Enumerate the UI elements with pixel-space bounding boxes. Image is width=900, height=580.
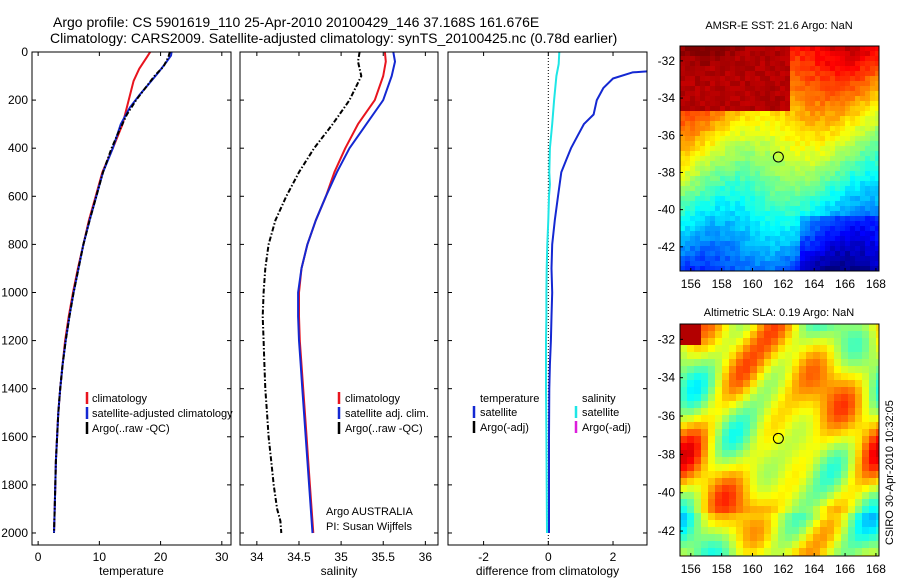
y-tick-label: 200 [8, 93, 28, 107]
map-frame [679, 323, 880, 557]
y-tick-label: 2000 [1, 526, 28, 540]
lon-tick-label: 162 [773, 277, 793, 291]
y-tick-label: 600 [8, 189, 28, 203]
plot-frame [447, 51, 648, 546]
lon-tick-label: 158 [712, 277, 732, 291]
salinity-panel: 34 34.5 35 35.5 36 salinity [239, 51, 439, 578]
header-title-line2: Climatology: CARS2009. Satellite-adjuste… [50, 30, 617, 46]
lon-tick-label: 160 [742, 562, 762, 576]
series-line-argo-raw-qc [53, 52, 171, 534]
legend-label-argo: Argo(..raw -QC) [345, 423, 423, 435]
y-tick-label: 800 [8, 237, 28, 251]
lat-tick-label: -32 [658, 54, 676, 68]
series-line-satellite-adjusted-climatology [53, 52, 173, 534]
side-stamp: CSIRO 30-Apr-2010 10:32:05 [884, 400, 896, 545]
legend-label-sal-argo: Argo(-adj) [582, 422, 631, 434]
x-tick-label: 2 [610, 550, 617, 564]
x-axis-label: difference from climatology [476, 564, 619, 578]
legend-label-sal-satellite: satellite [582, 407, 619, 419]
series-line-satellite-adj-clim [297, 52, 396, 534]
lat-tick-label: -36 [658, 128, 676, 142]
lon-tick-label: 166 [835, 562, 855, 576]
map-frame [679, 45, 880, 272]
lon-tick-label: 158 [712, 562, 732, 576]
sst-map: 156 158 160 162 164 166 168 -32 -34 -36 -38 -40 -42 [658, 44, 891, 291]
lon-tick-label: 156 [681, 562, 701, 576]
series-line-argo-raw-qc [261, 52, 363, 534]
x-tick-label: 35.5 [372, 550, 396, 564]
legend-title-salinity: salinity [582, 393, 616, 405]
series-line-climatology [298, 52, 387, 534]
x-tick-label: 0 [35, 550, 42, 564]
argo-float-marker [772, 151, 784, 163]
x-tick-label: 10 [93, 550, 107, 564]
legend-label-temp-argo: Argo(-adj) [480, 422, 529, 434]
lon-tick-label: 162 [773, 562, 793, 576]
lat-tick-label: -38 [658, 165, 676, 179]
x-axis-label: salinity [321, 564, 358, 578]
lat-tick-label: -40 [658, 203, 676, 217]
header-title-line1: Argo profile: CS 5901619_110 25-Apr-2010… [53, 14, 539, 30]
salinity-legend: climatology satellite adj. clim. Argo(..… [326, 392, 429, 533]
temperature-panel: 0 10 20 30 0 200 400 600 800 1000 1200 1400 1600 1800… [1, 45, 232, 578]
legend-label-temp-satellite: satellite [480, 407, 517, 419]
legend-label-climatology: climatology [92, 393, 148, 405]
lon-tick-label: 156 [681, 277, 701, 291]
lat-tick-label: -42 [658, 524, 676, 538]
difference-legend: temperature satellite Argo(-adj) salinit… [472, 393, 631, 434]
lat-tick-label: -34 [658, 371, 676, 385]
y-tick-label: 1600 [1, 430, 28, 444]
legend-label-satellite: satellite-adjusted climatology [92, 408, 233, 420]
lat-tick-label: -36 [658, 409, 676, 423]
legend-label-satellite: satellite adj. clim. [345, 408, 429, 420]
series-line-temperature-satellite [548, 70, 647, 533]
y-tick-label: 1400 [1, 382, 28, 396]
x-tick-label: -2 [478, 550, 489, 564]
x-tick-label: 34 [250, 550, 264, 564]
x-tick-label: 36 [419, 550, 433, 564]
y-tick-label: 1000 [1, 285, 28, 299]
x-axis-label: temperature [99, 564, 164, 578]
x-tick-label: 0 [545, 550, 552, 564]
y-tick-label: 1800 [1, 478, 28, 492]
sla-map: 156 158 160 162 164 166 168 -32 -34 -36 -38 -40 -42 [658, 322, 891, 576]
argo-pi-label: PI: Susan Wijffels [326, 521, 412, 533]
sst-field-cells [680, 46, 881, 272]
plot-frame [239, 51, 439, 546]
lat-tick-label: -34 [658, 91, 676, 105]
sst-map-title: AMSR-E SST: 21.6 Argo: NaN [705, 20, 852, 32]
lat-tick-label: -40 [658, 486, 676, 500]
legend-label-argo: Argo(..raw -QC) [92, 423, 170, 435]
series-line-climatology [53, 52, 152, 534]
argo-program-label: Argo AUSTRALIA [326, 506, 413, 518]
sla-field-cells [680, 324, 884, 563]
lon-tick-label: 168 [866, 277, 886, 291]
legend-label-climatology: climatology [345, 393, 401, 405]
series-line-salinity-satellite [545, 52, 561, 534]
lon-tick-label: 168 [866, 562, 886, 576]
y-tick-label: 400 [8, 141, 28, 155]
x-tick-label: 20 [154, 550, 168, 564]
lat-tick-label: -32 [658, 332, 676, 346]
x-tick-label: 35 [334, 550, 348, 564]
plot-frame [31, 51, 232, 546]
lon-tick-label: 166 [835, 277, 855, 291]
y-tick-label: 0 [21, 45, 28, 59]
lon-tick-label: 164 [804, 277, 824, 291]
lon-tick-label: 160 [742, 277, 762, 291]
lat-tick-label: -42 [658, 240, 676, 254]
lon-tick-label: 164 [804, 562, 824, 576]
x-tick-label: 30 [215, 550, 229, 564]
temperature-legend: climatology satellite-adjusted climatolo… [85, 392, 233, 435]
lat-tick-label: -38 [658, 447, 676, 461]
legend-title-temperature: temperature [480, 393, 539, 405]
argo-float-marker [772, 432, 784, 444]
sla-map-title: Altimetric SLA: 0.19 Argo: NaN [704, 307, 854, 319]
y-tick-label: 1200 [1, 334, 28, 348]
x-tick-label: 34.5 [287, 550, 311, 564]
